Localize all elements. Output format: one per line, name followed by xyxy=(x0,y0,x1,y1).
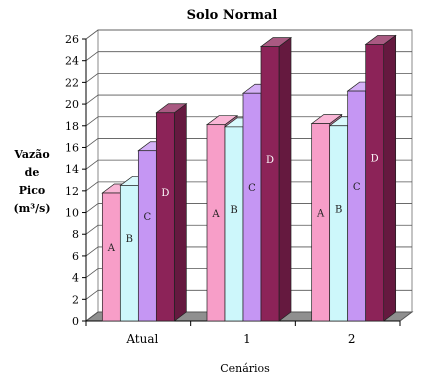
bar-series-label: C xyxy=(144,212,152,223)
gridline-side xyxy=(85,51,99,62)
y-tick-label: 24 xyxy=(65,55,79,68)
y-tick-label: 8 xyxy=(72,228,79,241)
bar-front xyxy=(155,112,175,322)
bar: D xyxy=(155,103,188,322)
y-axis-label-line: Pico xyxy=(19,184,46,197)
gridline-side xyxy=(85,116,99,127)
y-tick-label: 6 xyxy=(72,250,79,263)
chart-title: Solo Normal xyxy=(187,8,278,23)
x-tick-label: 2 xyxy=(348,332,356,346)
bar-series-label: A xyxy=(107,243,116,254)
bar-series-label: C xyxy=(248,183,256,194)
y-tick-label: 10 xyxy=(65,207,79,220)
bar: D xyxy=(259,36,293,322)
y-axis-label: Vazão de Pico (m³/s) xyxy=(13,148,50,215)
bar-series-label: B xyxy=(335,204,342,215)
bar: D xyxy=(364,34,397,322)
bar-front xyxy=(260,46,280,322)
bar-front xyxy=(119,185,139,322)
bar-front xyxy=(347,90,367,322)
bar-front xyxy=(329,125,349,322)
y-tick-label: 18 xyxy=(65,120,79,133)
bar-side xyxy=(173,103,187,322)
gridline-side xyxy=(85,94,99,105)
gridline-side xyxy=(85,203,99,213)
bar-series-label: A xyxy=(211,209,220,220)
bar-front xyxy=(206,124,226,322)
gridline-side xyxy=(85,268,99,278)
bar-front xyxy=(224,126,244,322)
y-tick-label: 2 xyxy=(72,293,79,306)
bar-front xyxy=(365,44,385,322)
x-tick-labels: Atual 1 2 xyxy=(125,332,355,346)
bar-front xyxy=(311,123,331,322)
x-tick-label: 1 xyxy=(243,332,251,346)
y-tick-label: 12 xyxy=(65,185,79,198)
bar-series-label: A xyxy=(316,208,325,219)
y-tick-label: 26 xyxy=(65,33,79,46)
y-tick-label: 0 xyxy=(72,315,79,328)
bar-side xyxy=(383,34,397,322)
y-tick-label: 22 xyxy=(65,76,79,89)
bar-series-label: B xyxy=(230,205,237,216)
y-tick-label: 16 xyxy=(65,141,79,154)
gridline-side xyxy=(85,246,99,257)
bar-series-label: D xyxy=(161,188,169,199)
bar-side xyxy=(278,36,292,322)
y-axis-label-line: de xyxy=(25,166,40,179)
bar-series-label: D xyxy=(266,155,274,166)
gridline-side xyxy=(85,181,99,192)
gridline-side xyxy=(85,29,99,40)
y-axis-label-line: Vazão xyxy=(13,148,49,161)
gridline-side xyxy=(85,138,99,148)
y-tick-label: 20 xyxy=(65,98,79,111)
y-axis-label-line: (m³/s) xyxy=(13,202,50,215)
x-axis-label: Cenários xyxy=(220,362,270,375)
bar-series-label: C xyxy=(353,182,361,193)
gridline-side xyxy=(85,224,99,235)
bar-front xyxy=(242,92,262,322)
bar-series-label: B xyxy=(126,234,133,245)
y-tick-label: 14 xyxy=(65,163,79,176)
gridline-side xyxy=(85,73,99,83)
gridline-side xyxy=(85,159,99,170)
bar-front xyxy=(101,192,121,322)
x-tick-label: Atual xyxy=(125,332,158,346)
gridline-side xyxy=(85,311,99,322)
y-tick-label: 4 xyxy=(72,272,79,285)
bar-front xyxy=(137,150,157,322)
gridline-side xyxy=(85,289,99,300)
bar-series-label: D xyxy=(371,154,379,165)
